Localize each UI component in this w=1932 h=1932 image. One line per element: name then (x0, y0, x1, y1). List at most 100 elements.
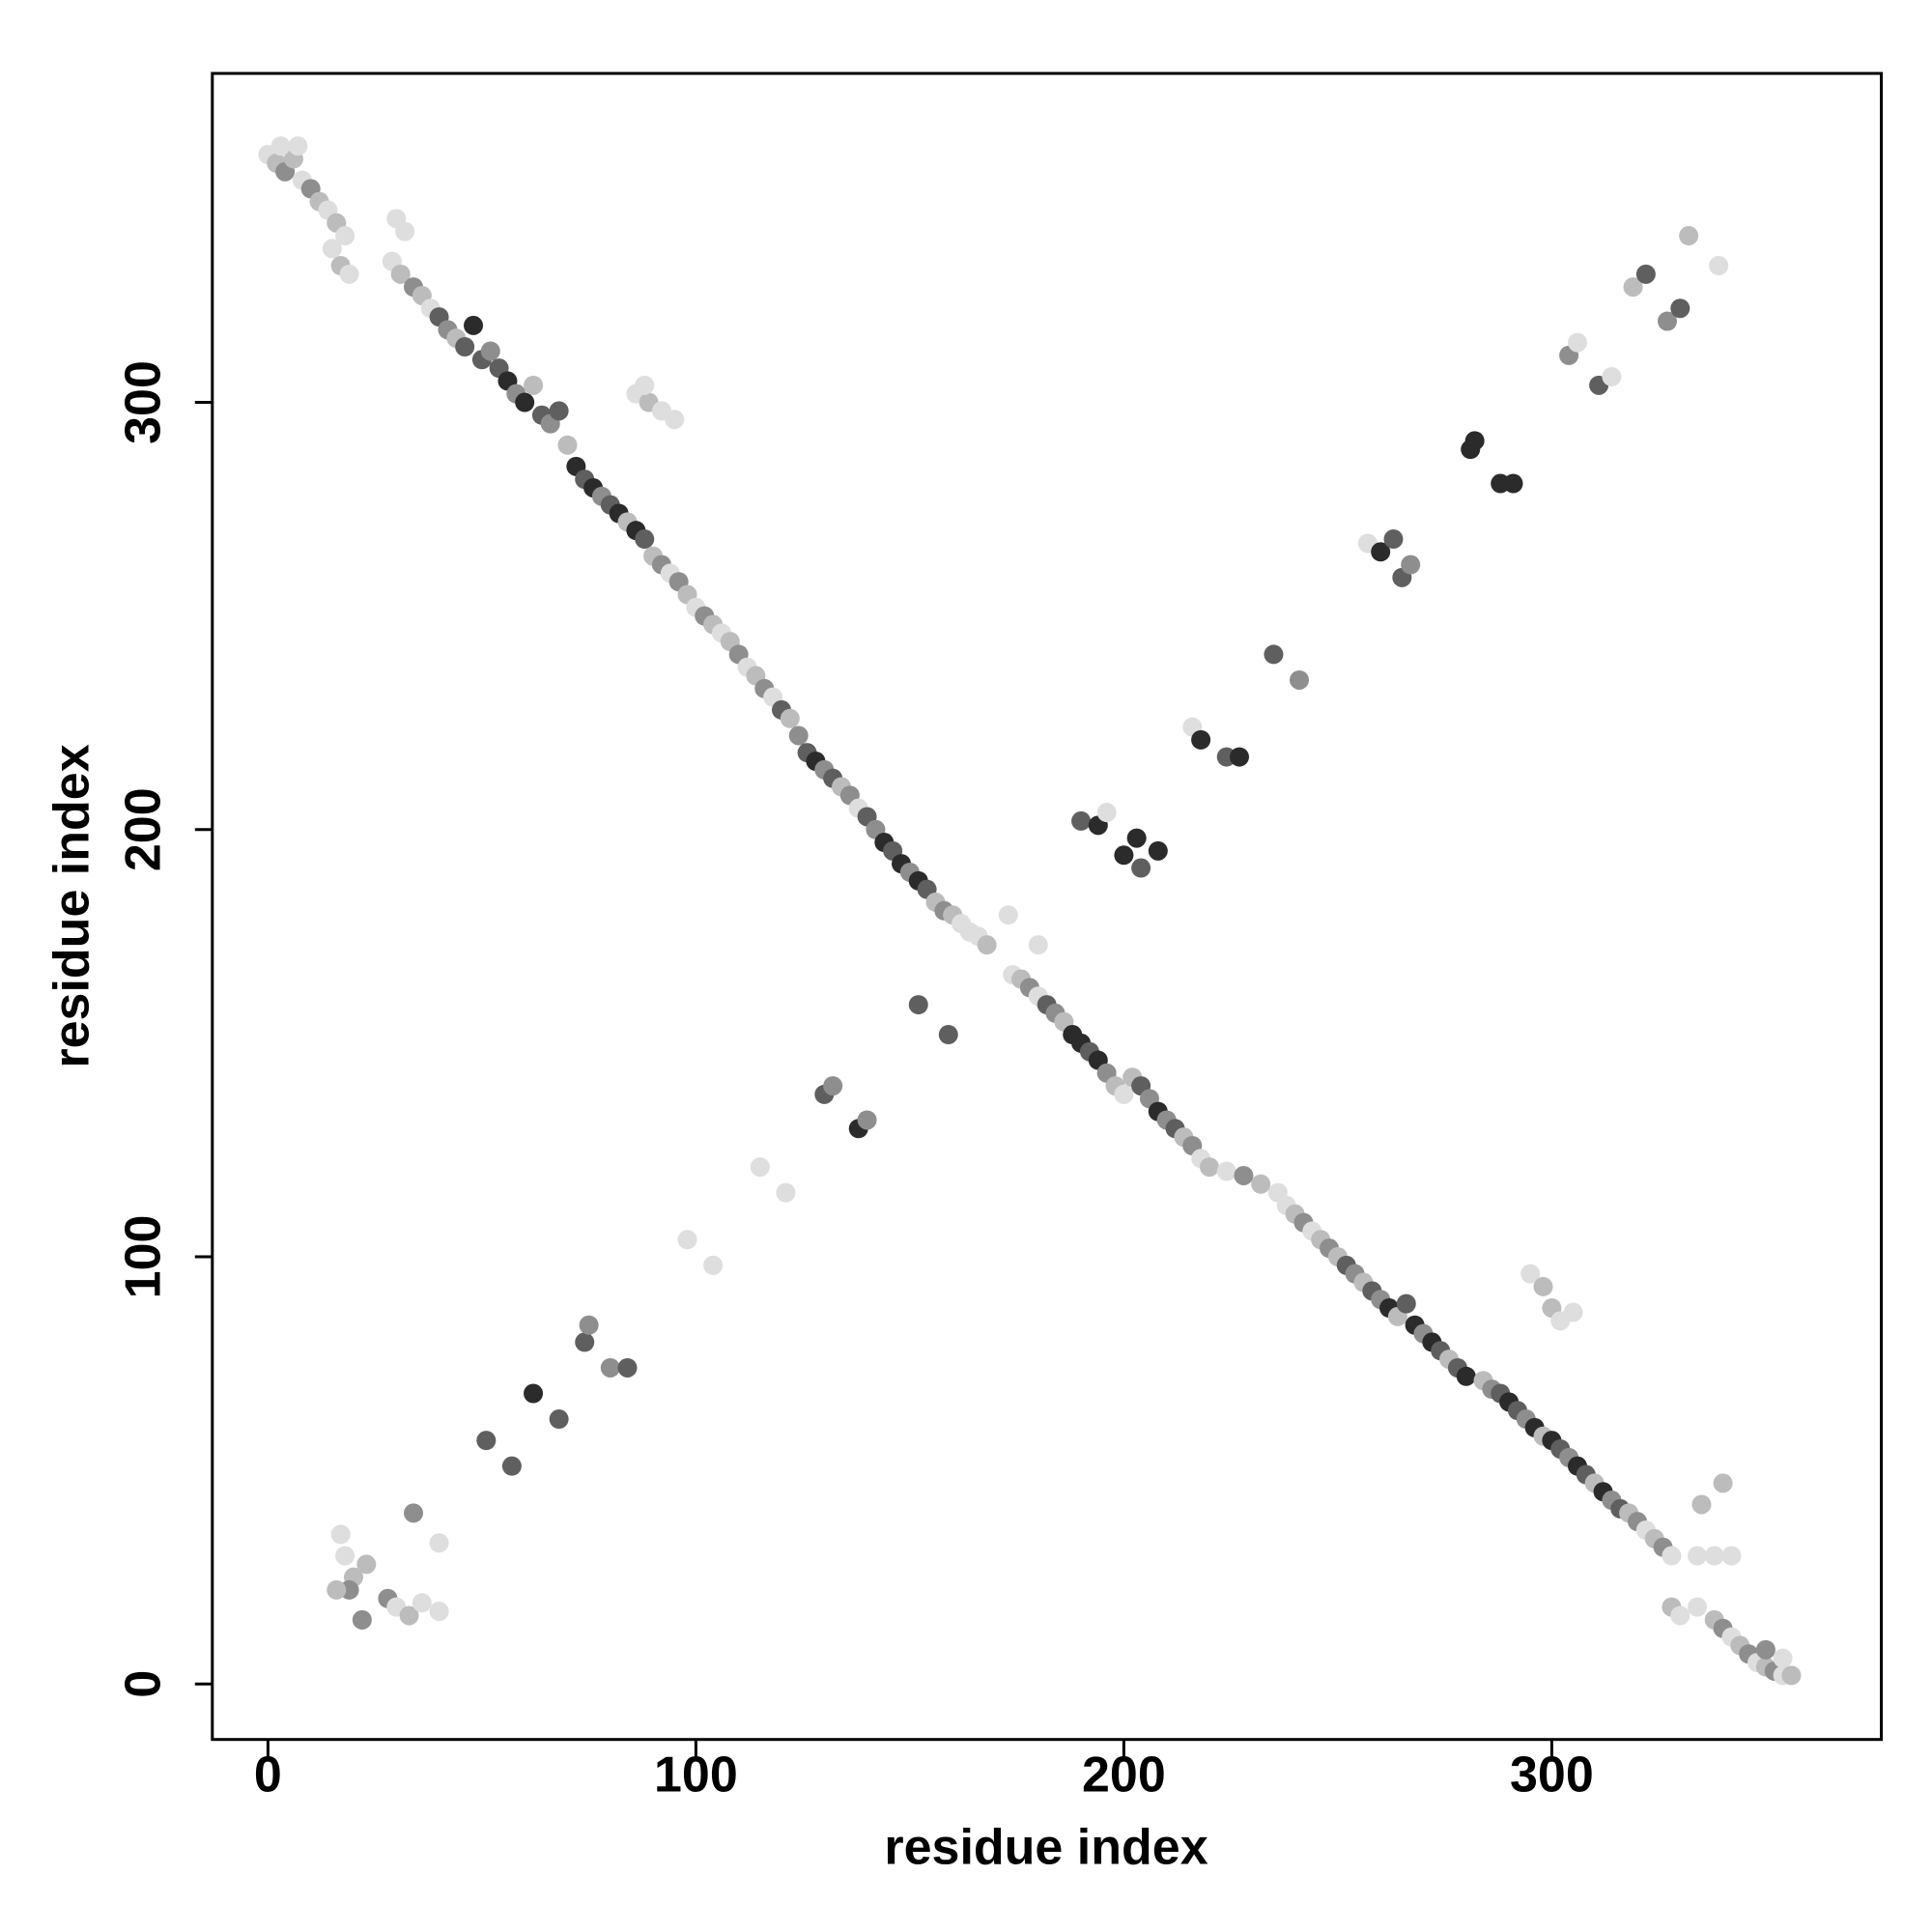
point (1533, 1276, 1553, 1296)
point (1503, 473, 1523, 494)
point (1114, 1084, 1134, 1104)
plot-frame (211, 71, 1883, 1742)
point (1096, 803, 1117, 823)
y-tick-label: 200 (116, 787, 172, 871)
point (977, 935, 997, 955)
point (1688, 1546, 1708, 1566)
point (270, 136, 291, 156)
point (1199, 1157, 1219, 1178)
point (1691, 1494, 1712, 1515)
point (429, 1533, 449, 1553)
point (339, 264, 359, 284)
x-tick-label: 100 (654, 1747, 738, 1803)
point (404, 1503, 424, 1523)
point (1396, 1293, 1416, 1314)
point (1670, 298, 1690, 319)
point (1721, 1546, 1742, 1566)
point (1602, 366, 1622, 386)
point (776, 1182, 796, 1203)
point (1126, 828, 1147, 848)
point (1230, 747, 1249, 767)
point (1755, 1639, 1776, 1660)
point (335, 1546, 355, 1566)
point (908, 995, 928, 1015)
point (1148, 840, 1168, 861)
point (1688, 1597, 1708, 1617)
point (429, 1602, 449, 1622)
point (1456, 1366, 1476, 1386)
point (617, 1357, 638, 1378)
point (1371, 542, 1391, 562)
point (1131, 858, 1151, 878)
point (412, 1593, 432, 1613)
point (1662, 1546, 1682, 1566)
point (352, 1609, 372, 1630)
point (1290, 669, 1310, 690)
point (1658, 311, 1677, 331)
point (395, 221, 415, 242)
point (1216, 1161, 1236, 1181)
point (549, 401, 569, 421)
point (335, 226, 355, 246)
point (1028, 935, 1048, 955)
point (1191, 729, 1211, 750)
point (1464, 431, 1485, 451)
point (788, 725, 809, 746)
point (524, 1383, 544, 1404)
y-axis-title: residue index (44, 744, 100, 1067)
point (1773, 1648, 1793, 1668)
point (356, 1554, 377, 1575)
point (1114, 845, 1134, 866)
point (665, 410, 685, 430)
point (557, 435, 578, 455)
point (515, 392, 535, 412)
point (635, 375, 655, 395)
x-tick-label: 0 (254, 1747, 282, 1803)
point (823, 1076, 843, 1096)
point (501, 1456, 522, 1476)
point (455, 337, 475, 357)
point (998, 905, 1018, 925)
point (1670, 1605, 1690, 1626)
point (677, 1230, 697, 1250)
point (750, 1157, 770, 1178)
point (1709, 256, 1729, 276)
point (524, 375, 544, 395)
point (857, 1110, 877, 1130)
point (330, 1524, 351, 1545)
y-tick-label: 0 (116, 1670, 172, 1698)
point (1383, 529, 1404, 550)
point (1623, 277, 1643, 298)
point (1071, 810, 1092, 831)
point (1713, 1473, 1733, 1493)
point (780, 708, 800, 728)
point (635, 529, 655, 550)
point (1563, 1302, 1583, 1322)
point (1251, 1174, 1271, 1194)
point (1401, 554, 1421, 575)
point (322, 239, 342, 259)
y-tick-label: 300 (116, 360, 172, 444)
point (1520, 1264, 1541, 1284)
point (327, 1579, 347, 1600)
point (399, 1605, 419, 1626)
point (1679, 226, 1699, 246)
x-axis-title: residue index (884, 1820, 1208, 1876)
point (1567, 332, 1587, 353)
point (1704, 1546, 1724, 1566)
point (579, 1315, 599, 1335)
point (1264, 644, 1284, 665)
point (464, 315, 484, 335)
point (938, 1025, 958, 1045)
point (549, 1409, 569, 1430)
point (480, 341, 500, 361)
point (703, 1255, 724, 1275)
points (258, 136, 1802, 1686)
point (1234, 1165, 1254, 1185)
point (600, 1357, 620, 1378)
x-tick-label: 200 (1082, 1747, 1166, 1803)
point (390, 264, 411, 284)
